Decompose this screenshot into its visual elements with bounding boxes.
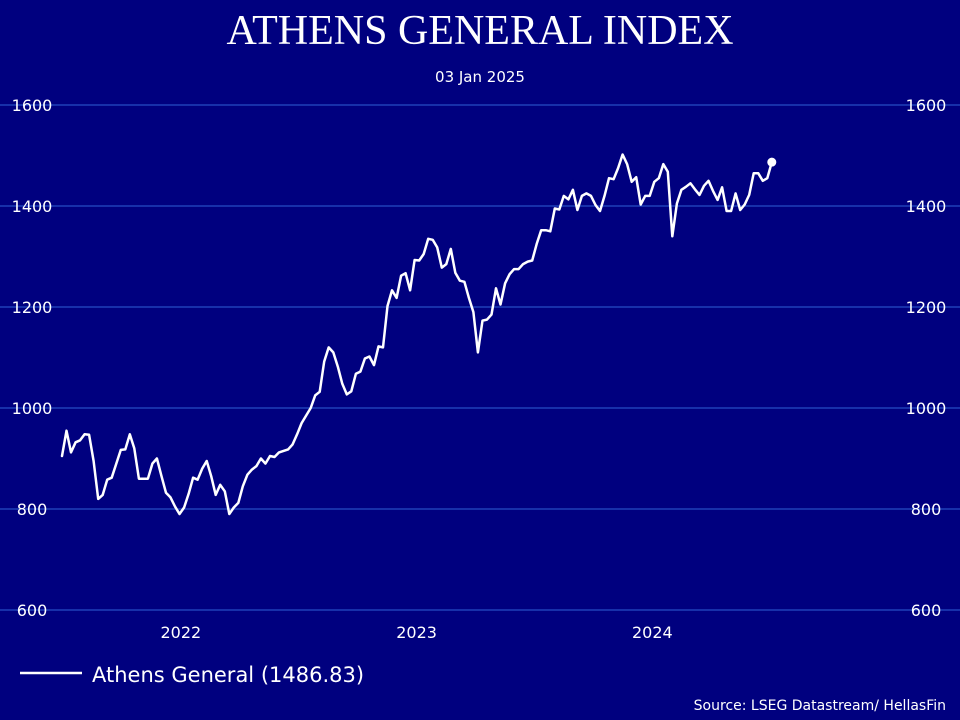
last-value-marker bbox=[767, 157, 777, 167]
legend-label: Athens General (1486.83) bbox=[92, 663, 364, 687]
y-tick-label-left-1200: 1200 bbox=[12, 298, 53, 317]
x-tick-label-2024: 2024 bbox=[632, 623, 673, 642]
y-tick-label-left-800: 800 bbox=[17, 500, 48, 519]
y-tick-label-right-1200: 1200 bbox=[906, 298, 947, 317]
series-layer bbox=[60, 153, 777, 516]
gridlines bbox=[0, 104, 960, 611]
y-tick-label-right-800: 800 bbox=[911, 500, 942, 519]
y-tick-label-right-1000: 1000 bbox=[906, 399, 947, 418]
x-tick-label-2022: 2022 bbox=[160, 623, 201, 642]
source-note: Source: LSEG Datastream/ HellasFin bbox=[694, 698, 946, 714]
y-tick-label-right-1600: 1600 bbox=[906, 96, 947, 115]
y-tick-label-left-1000: 1000 bbox=[12, 399, 53, 418]
chart-subtitle: 03 Jan 2025 bbox=[435, 68, 525, 86]
y-tick-label-left-1400: 1400 bbox=[12, 197, 53, 216]
chart-title: ATHENS GENERAL INDEX bbox=[226, 8, 733, 54]
series-line-athens-general bbox=[60, 153, 774, 516]
y-tick-label-left-1600: 1600 bbox=[12, 96, 53, 115]
y-tick-label-left-600: 600 bbox=[17, 601, 48, 620]
axis-tick-labels: 600 600 800 800 1000 1000 1200 1200 1400 1400 1600… bbox=[12, 96, 947, 642]
x-tick-label-2023: 2023 bbox=[396, 623, 437, 642]
y-tick-label-right-600: 600 bbox=[911, 601, 942, 620]
y-tick-label-right-1400: 1400 bbox=[906, 197, 947, 216]
